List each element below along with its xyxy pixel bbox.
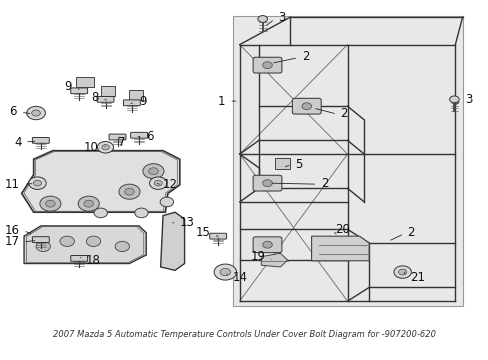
Text: 12: 12 xyxy=(163,178,178,191)
Circle shape xyxy=(97,141,113,153)
Circle shape xyxy=(154,180,162,186)
Text: 3: 3 xyxy=(464,93,471,106)
FancyBboxPatch shape xyxy=(32,138,49,143)
Circle shape xyxy=(94,208,107,218)
Circle shape xyxy=(398,269,406,275)
Circle shape xyxy=(302,103,311,110)
Circle shape xyxy=(31,179,44,189)
Circle shape xyxy=(40,196,61,211)
Circle shape xyxy=(115,241,129,252)
Circle shape xyxy=(257,15,267,22)
Text: 11: 11 xyxy=(4,178,19,191)
Circle shape xyxy=(32,110,41,116)
Text: 2: 2 xyxy=(321,177,328,190)
Text: 6: 6 xyxy=(146,130,153,144)
Text: 2: 2 xyxy=(302,50,309,63)
FancyBboxPatch shape xyxy=(109,134,126,140)
Polygon shape xyxy=(24,226,146,264)
FancyBboxPatch shape xyxy=(123,100,140,106)
FancyBboxPatch shape xyxy=(97,96,114,102)
Polygon shape xyxy=(101,86,115,96)
Circle shape xyxy=(149,177,166,189)
Text: 19: 19 xyxy=(250,250,265,263)
Circle shape xyxy=(119,184,140,199)
FancyBboxPatch shape xyxy=(71,256,87,261)
Text: 2007 Mazda 5 Automatic Temperature Controls Under Cover Bolt Diagram for -907200: 2007 Mazda 5 Automatic Temperature Contr… xyxy=(53,330,435,339)
Circle shape xyxy=(220,268,230,276)
Circle shape xyxy=(86,236,101,247)
Circle shape xyxy=(102,145,109,150)
Circle shape xyxy=(36,241,50,252)
Text: 1: 1 xyxy=(217,95,225,108)
Polygon shape xyxy=(261,253,287,267)
Circle shape xyxy=(148,168,158,175)
Text: 10: 10 xyxy=(83,141,98,154)
FancyBboxPatch shape xyxy=(253,237,281,253)
Circle shape xyxy=(45,200,55,207)
Circle shape xyxy=(124,188,134,195)
Polygon shape xyxy=(274,158,289,170)
Polygon shape xyxy=(76,77,93,87)
Text: 9: 9 xyxy=(64,80,72,93)
FancyBboxPatch shape xyxy=(71,88,87,94)
Text: 2: 2 xyxy=(340,107,347,120)
FancyBboxPatch shape xyxy=(253,175,281,191)
Circle shape xyxy=(135,208,148,218)
Text: 14: 14 xyxy=(232,271,247,284)
Circle shape xyxy=(60,236,74,247)
Text: 16: 16 xyxy=(4,224,19,237)
FancyBboxPatch shape xyxy=(292,98,321,114)
Circle shape xyxy=(262,241,272,248)
Text: 20: 20 xyxy=(335,223,350,236)
FancyBboxPatch shape xyxy=(209,233,226,239)
Polygon shape xyxy=(311,236,368,261)
FancyBboxPatch shape xyxy=(130,132,147,138)
Circle shape xyxy=(262,62,272,69)
Polygon shape xyxy=(128,90,142,100)
Polygon shape xyxy=(232,15,462,306)
Text: 2: 2 xyxy=(407,226,414,239)
Polygon shape xyxy=(160,212,184,270)
Circle shape xyxy=(214,264,236,280)
Circle shape xyxy=(84,200,93,207)
FancyBboxPatch shape xyxy=(253,57,281,73)
Text: 6: 6 xyxy=(9,105,17,118)
Circle shape xyxy=(33,180,41,186)
Circle shape xyxy=(160,197,173,207)
Circle shape xyxy=(393,266,410,278)
Text: 8: 8 xyxy=(91,91,98,104)
Text: 9: 9 xyxy=(139,95,146,108)
Text: 15: 15 xyxy=(196,226,210,239)
Circle shape xyxy=(262,180,272,186)
Circle shape xyxy=(27,106,45,120)
Text: 18: 18 xyxy=(85,254,100,267)
Text: 13: 13 xyxy=(180,216,194,229)
Text: 21: 21 xyxy=(409,271,424,284)
Circle shape xyxy=(29,177,46,189)
Text: 3: 3 xyxy=(278,11,285,24)
Circle shape xyxy=(78,196,99,211)
Text: 4: 4 xyxy=(14,136,21,149)
Text: 5: 5 xyxy=(294,158,302,171)
Circle shape xyxy=(448,96,458,103)
Polygon shape xyxy=(21,151,180,212)
FancyBboxPatch shape xyxy=(32,237,49,243)
Text: 17: 17 xyxy=(4,235,19,248)
Text: 7: 7 xyxy=(117,136,125,149)
Circle shape xyxy=(142,164,163,179)
